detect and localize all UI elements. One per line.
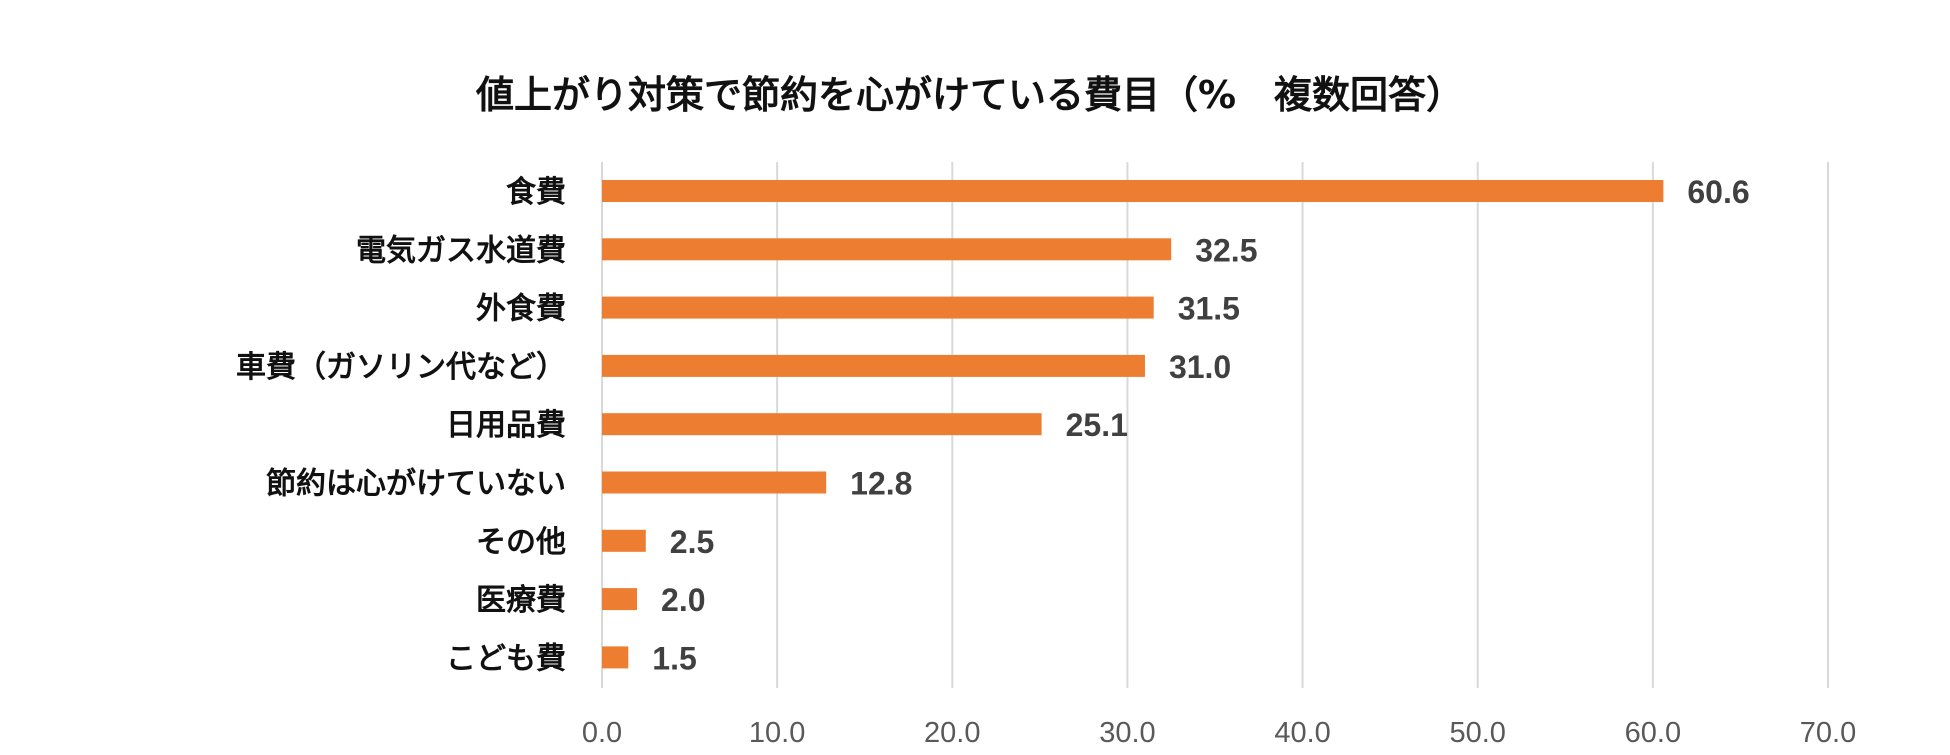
bars (602, 180, 1664, 669)
category-label: その他 (476, 525, 566, 560)
data-label: 31.5 (1178, 291, 1240, 327)
chart-title: 値上がり対策で節約を心がけている費目（% 複数回答） (475, 73, 1464, 117)
category-label: 外食費 (476, 292, 566, 327)
bar (602, 471, 827, 494)
data-label: 25.1 (1066, 407, 1128, 443)
data-label: 2.0 (661, 582, 705, 618)
data-label: 32.5 (1195, 232, 1257, 268)
bar (602, 529, 646, 552)
x-tick-label: 40.0 (1274, 717, 1330, 749)
x-tick-label: 10.0 (749, 717, 805, 749)
category-label: こども費 (446, 641, 566, 676)
x-tick-label: 60.0 (1625, 717, 1681, 749)
data-label: 31.0 (1169, 349, 1231, 385)
x-tick-label: 20.0 (924, 717, 980, 749)
category-label: 日用品費 (446, 408, 566, 443)
x-tick-label: 30.0 (1099, 717, 1155, 749)
bar (602, 413, 1042, 436)
bar (602, 646, 629, 669)
value-labels: 60.6 32.5 31.5 31.0 25.1 12.8 2.5 2.0 1.5 (652, 174, 1749, 676)
category-label: 車費（ガソリン代など） (236, 350, 566, 385)
category-label: 医療費 (476, 583, 566, 618)
category-label: 電気ガス水道費 (356, 233, 566, 268)
category-label: 節約は心がけていない (266, 467, 566, 502)
data-label: 12.8 (850, 466, 912, 502)
x-axis-tick-labels: 0.0 10.0 20.0 30.0 40.0 50.0 60.0 70.0 (582, 717, 1856, 749)
bar (602, 296, 1154, 319)
data-label: 1.5 (652, 640, 696, 676)
x-tick-label: 50.0 (1449, 717, 1505, 749)
bar (602, 180, 1664, 202)
data-label: 2.5 (670, 524, 714, 560)
bar (602, 354, 1145, 377)
bar (602, 238, 1172, 261)
bar (602, 588, 638, 611)
data-label: 60.6 (1687, 174, 1749, 210)
x-tick-label: 70.0 (1800, 717, 1856, 749)
x-tick-label: 0.0 (582, 717, 622, 749)
category-label: 食費 (506, 175, 566, 210)
